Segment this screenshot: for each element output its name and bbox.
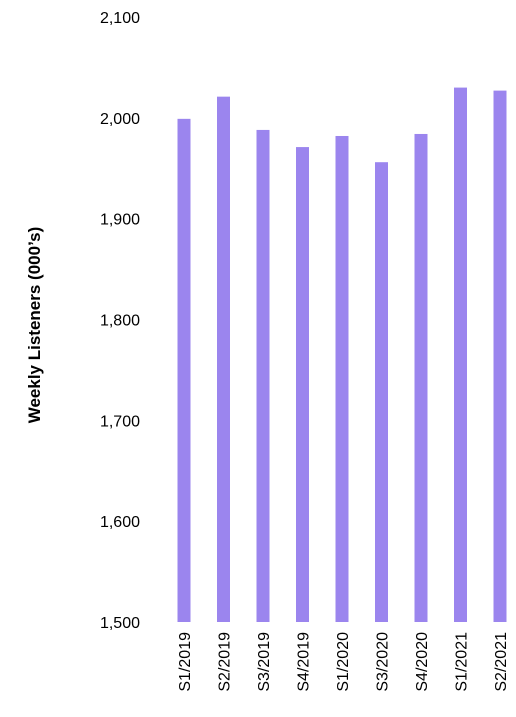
bar <box>375 162 388 622</box>
x-axis-ticks: S1/2019 S2/2019 S3/2019 S4/2019 S1/2020 S3/20… <box>177 632 510 692</box>
bar <box>493 90 507 622</box>
y-tick-label: 1,500 <box>100 615 140 632</box>
y-tick-label: 2,000 <box>100 111 140 128</box>
bar <box>177 118 191 622</box>
y-tick-label: 1,800 <box>100 313 140 330</box>
y-tick-label: 1,700 <box>100 413 140 430</box>
x-tick-label: S1/2019 <box>177 632 194 692</box>
x-tick-label: S1/2020 <box>335 632 352 692</box>
x-tick-label: S2/2021 <box>493 632 510 692</box>
y-axis-ticks: 1,500 1,600 1,700 1,800 1,900 2,000 2,100 <box>100 10 140 632</box>
x-tick-label: S1/2021 <box>454 632 471 692</box>
y-tick-label: 1,900 <box>100 212 140 229</box>
bars <box>177 87 507 623</box>
bar <box>414 133 428 622</box>
x-tick-label: S4/2020 <box>414 632 431 692</box>
bar <box>256 129 270 622</box>
x-tick-label: S3/2020 <box>375 632 392 692</box>
x-tick-label: S4/2019 <box>296 632 313 692</box>
y-axis-title: Weekly Listeners (000’s) <box>25 227 44 424</box>
y-tick-label: 2,100 <box>100 10 140 27</box>
bar <box>454 87 467 623</box>
x-tick-label: S3/2019 <box>256 632 273 692</box>
y-tick-label: 1,600 <box>100 514 140 531</box>
bar <box>296 147 309 622</box>
bar <box>217 96 230 623</box>
bar <box>335 135 349 622</box>
x-tick-label: S2/2019 <box>217 632 234 692</box>
